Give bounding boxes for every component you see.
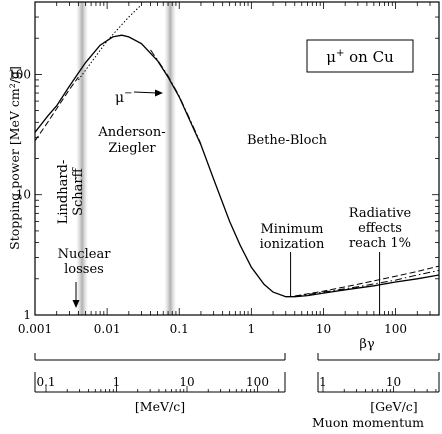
series-line-0 (35, 34, 439, 298)
series-line-3 (294, 269, 439, 297)
radiative-effects-label-line-0: Radiative (349, 206, 412, 221)
mu-minus-arrow-line (133, 91, 158, 94)
x-tick-label: 1 (248, 322, 256, 336)
bethe-bloch-label: Bethe-Bloch (247, 133, 328, 148)
mu-minus-arrow-head (155, 89, 163, 97)
x-tick-label: 10 (316, 322, 331, 336)
y-axis-label: Stopping power [MeV cm²/g] (7, 66, 22, 250)
x-tick-label: 0.1 (170, 322, 189, 336)
mev-tick-label: 1 (113, 375, 121, 389)
nuclear-arrow-head (72, 300, 80, 308)
annotations: μ+ on Cu Anderson-Ziegler Bethe-Bloch Nucle… (56, 39, 414, 315)
anderson-ziegler-label-line-1: Ziegler (108, 141, 156, 156)
x-tick-label: 0.001 (18, 322, 52, 336)
mev-tick-label: 100 (246, 375, 269, 389)
muon-momentum-label: Muon momentum (312, 415, 424, 430)
x-axis-label: βγ (359, 337, 375, 352)
gev-tick-label: 10 (386, 375, 401, 389)
radiative-effects-label-line-2: reach 1% (349, 236, 411, 251)
y-tick-label: 1 (23, 308, 31, 322)
anderson-ziegler-label-line-0: Anderson- (97, 125, 165, 140)
gev-tick-label: 1 (319, 375, 327, 389)
shaded-band-0 (76, 2, 89, 315)
radiative-effects-label-line-1: effects (358, 221, 402, 236)
nuclear-losses-label-line-1: losses (64, 262, 104, 277)
lindhard-scharff-line-0: Lindhard- (56, 160, 71, 225)
gev-unit-label: [GeV/c] (370, 399, 417, 414)
lindhard-scharff-label: Lindhard- Scharff (56, 160, 86, 225)
legend-box (306, 39, 414, 73)
axis-ticks: 0.001 0.01 0.1 1 10 100 1 10 100 (8, 1, 440, 336)
mev-unit-label: [MeV/c] (135, 399, 185, 414)
x-tick-label: 100 (384, 322, 407, 336)
mu-minus-label: μ− (115, 88, 133, 106)
mev-tick-label: 0.1 (36, 375, 55, 389)
series-group (35, 4, 439, 298)
lindhard-scharff-line-1: Scharff (71, 166, 86, 216)
momentum-axes: 0.1 1 10 100 1 10 [MeV/c] [GeV/c]Muon momentum (34, 353, 440, 430)
y-tick-label: 10 (16, 188, 31, 202)
shaded-band-1 (164, 2, 177, 315)
mev-tick-label: 10 (179, 375, 194, 389)
series-line-2 (35, 76, 79, 142)
minimum-ionization-label-line-1: ionization (260, 237, 325, 252)
y-tick-label: 100 (8, 67, 31, 81)
minimum-ionization-label-line-0: Minimum (260, 222, 323, 237)
x-tick-label: 0.01 (94, 322, 121, 336)
nuclear-losses-label-line-0: Nuclear (58, 247, 112, 262)
series-line-4 (294, 265, 439, 297)
legend-title: μ+ on Cu (326, 48, 394, 66)
series-line-1 (150, 49, 202, 145)
shaded-bands (76, 2, 177, 315)
